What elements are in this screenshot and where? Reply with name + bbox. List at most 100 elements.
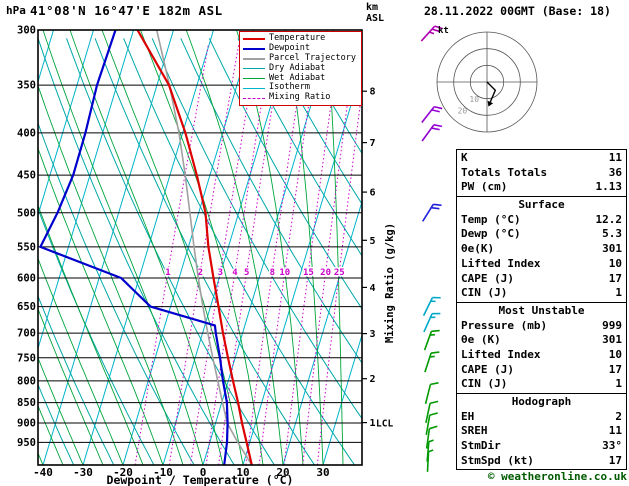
table-row-label: StmSpd (kt) [461,453,534,467]
table-row: StmSpd (kt) 17 [457,454,626,469]
legend-swatch [243,68,265,70]
wind-barb [421,124,443,142]
credit: © weatheronline.co.uk [487,470,627,483]
x-axis-label: Dewpoint / Temperature (°C) [106,473,294,486]
table-row: CIN (J) 1 [457,286,626,301]
table-row: CAPE (J) 17 [457,363,626,378]
plot-area: 1 2 3 4 5 8 10 15 20 25 [38,30,362,465]
km-tick-label: 6 [370,188,376,199]
table-row-label: SREH [461,424,488,438]
table-row-value: 11 [608,424,622,438]
wind-barb [424,351,440,373]
pressure-tick-label: 850 [17,397,36,409]
legend-label: Dry Adiabat [269,62,326,73]
pressure-tick-label: 750 [17,352,36,364]
pressure-tick-label: 700 [17,328,36,340]
legend-item-isotherm: Isotherm [243,83,359,93]
table-row-label: PW (cm) [461,180,508,194]
table-row: EH 2 [457,410,626,425]
mixing-ratio-value-label: 8 [270,268,275,278]
table-row-value: 1 [615,286,622,300]
legend-item-mixing-ratio: Mixing Ratio [243,92,359,103]
table-row-value: 5.3 [602,227,622,241]
table-row-value: 17 [608,362,622,376]
wind-barb [426,449,434,472]
pressure-tick-label: 400 [17,127,36,139]
table-row-value: 999 [602,318,622,332]
table-row-label: θe (K) [461,333,501,347]
table-row-label: CIN (J) [461,377,508,391]
table-row-label: Totals Totals [461,165,548,179]
table-row-label: Lifted Index [461,256,541,270]
table-row-value: 1 [615,377,622,391]
wind-barb [425,412,438,435]
mixing-ratio-value-label: 10 [279,268,290,278]
table-row-value: 301 [602,242,622,256]
wind-barb [421,105,443,123]
pressure-tick-label: 550 [17,241,36,253]
legend-swatch [243,37,265,40]
pressure-unit-label: hPa [6,4,26,17]
km-tick-label: 3 [370,329,376,340]
hodograph-ring-label: 20 [458,107,468,116]
wind-barb [420,25,443,42]
mixing-ratio-value-label: 3 [218,268,223,278]
table-row-label: CAPE (J) [461,271,514,285]
wind-barb [425,425,438,449]
table-row-value: 2 [615,409,622,423]
legend-label: Dewpoint [269,42,310,53]
altitude-ref-label: ASL [366,13,385,24]
legend-label: Parcel Trajectory [269,52,356,63]
km-tick-label: 1 [370,418,376,429]
temperature-tick-label: 10 [236,466,249,479]
table-row-value: 10 [608,256,622,270]
table-row-value: 33° [602,439,622,453]
table-row-label: StmDir [461,439,501,453]
table-row-value: 17 [608,453,622,467]
table-section-hodograph: Hodograph EH 2 SREH 11 StmDir 33° StmSpd (kt) 17 [456,393,627,471]
km-tick-label: 8 [370,87,376,98]
pressure-tick-label: 300 [17,25,36,37]
temperature-tick-labels: -40 -30 -20 -10 0 10 20 30 [33,466,330,479]
mixing-ratio-value-label: 15 [303,268,314,278]
altitude-axis-label: km ASL [366,2,384,24]
lcl-label: LCL [376,419,393,430]
legend-item-parcel-trajectory: Parcel Trajectory [243,52,359,64]
hodograph-ring-label: 10 [469,95,479,104]
temperature-tick-label: 20 [276,466,289,479]
table-row: Lifted Index 10 [457,257,626,272]
table-row-value: 36 [608,165,622,179]
temperature-tick-label: -30 [73,466,93,479]
temperature-line [136,30,253,465]
km-tick-label: 2 [370,374,376,385]
legend-item-temperature: Temperature [243,33,359,44]
pressure-tick-label: 500 [17,207,36,219]
temperature-tick-label: 30 [316,466,329,479]
table-row-label: Lifted Index [461,347,541,361]
wind-barb [423,312,441,333]
chart-frame [37,29,363,466]
table-row: PW (cm) 1.13 [457,180,626,195]
km-axis: 1 2 3 4 5 6 7 8 LCL [362,87,393,430]
pressure-tick-label: 450 [17,170,36,182]
temperature-tick-label: -40 [33,466,53,479]
station-title: 41°08'N 16°47'E 182m ASL [30,3,223,18]
legend-item-wet-adiabat: Wet Adiabat [243,72,359,84]
pressure-tick-label: 800 [17,375,36,387]
mixing-ratio-value-label: 5 [244,268,249,278]
table-section-most-unstable: Most Unstable Pressure (mb) 999 θe (K) 301 Li… [456,301,627,394]
legend: Temperature Dewpoint Parcel Trajectory Dry … [239,31,362,107]
hodograph-unit-label: kt [438,26,449,36]
legend-swatch [243,97,265,99]
mixing-ratio-value-label: 20 [320,268,331,278]
legend-label: Temperature [269,33,326,43]
mixing-ratio-value-label: 25 [334,268,345,278]
km-tick-label: 4 [370,283,376,294]
legend-label: Wet Adiabat [269,72,326,83]
wind-barb [423,329,440,351]
table-section-title: Surface [518,198,565,212]
table-row-label: Temp (°C) [461,212,521,226]
